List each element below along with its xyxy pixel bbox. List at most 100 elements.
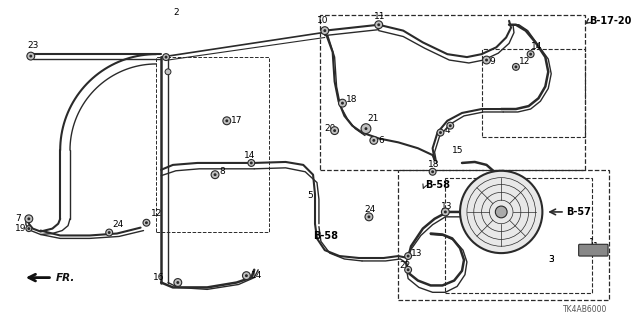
- Text: 18: 18: [428, 160, 439, 169]
- Text: 5: 5: [307, 191, 313, 200]
- Text: 14: 14: [531, 42, 542, 51]
- Circle shape: [214, 173, 216, 176]
- Bar: [445, 178, 593, 293]
- Circle shape: [250, 162, 253, 164]
- FancyBboxPatch shape: [579, 244, 608, 256]
- Circle shape: [333, 129, 336, 132]
- Circle shape: [377, 23, 380, 26]
- Circle shape: [370, 136, 378, 144]
- Circle shape: [447, 122, 454, 129]
- Circle shape: [27, 52, 35, 60]
- Circle shape: [406, 268, 410, 271]
- Circle shape: [145, 221, 148, 224]
- Text: 6: 6: [379, 136, 385, 145]
- Text: 3: 3: [548, 255, 554, 264]
- Text: 8: 8: [219, 167, 225, 176]
- Circle shape: [431, 170, 434, 173]
- Text: B-58: B-58: [313, 231, 338, 242]
- Circle shape: [25, 215, 33, 223]
- Text: 18: 18: [346, 95, 358, 104]
- Text: 13: 13: [440, 202, 452, 211]
- Circle shape: [245, 274, 248, 277]
- Text: 7: 7: [15, 214, 21, 223]
- Circle shape: [177, 281, 179, 284]
- Circle shape: [404, 266, 412, 273]
- Text: 16: 16: [154, 273, 165, 282]
- Circle shape: [225, 119, 228, 122]
- Circle shape: [331, 127, 339, 134]
- Circle shape: [223, 117, 231, 125]
- Circle shape: [529, 53, 532, 56]
- Circle shape: [442, 208, 449, 216]
- Text: 12: 12: [151, 209, 163, 219]
- Text: 20: 20: [325, 124, 336, 133]
- Text: 24: 24: [112, 220, 124, 229]
- Circle shape: [449, 124, 452, 127]
- Circle shape: [28, 217, 30, 220]
- Text: 17: 17: [231, 116, 242, 125]
- Circle shape: [339, 99, 346, 107]
- Circle shape: [361, 124, 371, 133]
- Text: FR.: FR.: [56, 273, 76, 283]
- Circle shape: [29, 55, 32, 58]
- Text: 4: 4: [444, 126, 450, 135]
- Circle shape: [108, 231, 111, 234]
- Text: 24: 24: [364, 204, 375, 213]
- Circle shape: [341, 102, 344, 105]
- Text: 11: 11: [374, 12, 385, 21]
- Circle shape: [26, 226, 32, 232]
- Text: TK4AB6000: TK4AB6000: [563, 306, 607, 315]
- Circle shape: [439, 131, 442, 134]
- Text: 22: 22: [399, 261, 410, 270]
- Bar: [320, 15, 584, 170]
- Text: 19: 19: [15, 224, 27, 233]
- Circle shape: [143, 219, 150, 226]
- Text: B-57: B-57: [566, 207, 591, 217]
- Text: 21: 21: [367, 114, 378, 123]
- Circle shape: [375, 21, 383, 29]
- Circle shape: [243, 272, 250, 280]
- Circle shape: [495, 206, 507, 218]
- Text: 12: 12: [519, 58, 531, 67]
- Circle shape: [515, 65, 517, 68]
- Circle shape: [406, 255, 410, 258]
- Circle shape: [372, 139, 375, 142]
- Text: 14: 14: [244, 151, 256, 160]
- Text: 1: 1: [589, 238, 595, 247]
- Text: 9: 9: [490, 58, 495, 67]
- Text: 10: 10: [317, 16, 328, 25]
- Circle shape: [365, 213, 373, 221]
- Circle shape: [321, 27, 329, 35]
- Circle shape: [106, 229, 113, 236]
- Bar: [398, 170, 609, 300]
- Text: 13: 13: [411, 249, 422, 258]
- Text: 2: 2: [173, 9, 179, 18]
- Circle shape: [367, 215, 371, 218]
- Text: 23: 23: [28, 41, 39, 50]
- Text: 1: 1: [593, 242, 599, 251]
- Circle shape: [527, 51, 534, 58]
- Bar: [482, 49, 584, 138]
- Circle shape: [460, 171, 542, 253]
- Text: B-58: B-58: [425, 180, 450, 189]
- Circle shape: [365, 127, 367, 130]
- Circle shape: [28, 227, 30, 230]
- Circle shape: [174, 279, 182, 286]
- Text: 3: 3: [548, 255, 554, 264]
- Circle shape: [485, 59, 488, 61]
- Circle shape: [248, 159, 255, 166]
- Text: 15: 15: [452, 146, 464, 155]
- Bar: [156, 57, 269, 232]
- Text: 14: 14: [252, 271, 262, 280]
- Text: B-17-20: B-17-20: [589, 16, 632, 26]
- Circle shape: [211, 171, 219, 179]
- Circle shape: [163, 54, 170, 60]
- Circle shape: [444, 211, 447, 213]
- Circle shape: [429, 168, 436, 175]
- Circle shape: [513, 63, 519, 70]
- Circle shape: [165, 69, 171, 75]
- Circle shape: [164, 56, 168, 59]
- Circle shape: [404, 252, 412, 260]
- Circle shape: [323, 29, 326, 32]
- Circle shape: [483, 56, 490, 64]
